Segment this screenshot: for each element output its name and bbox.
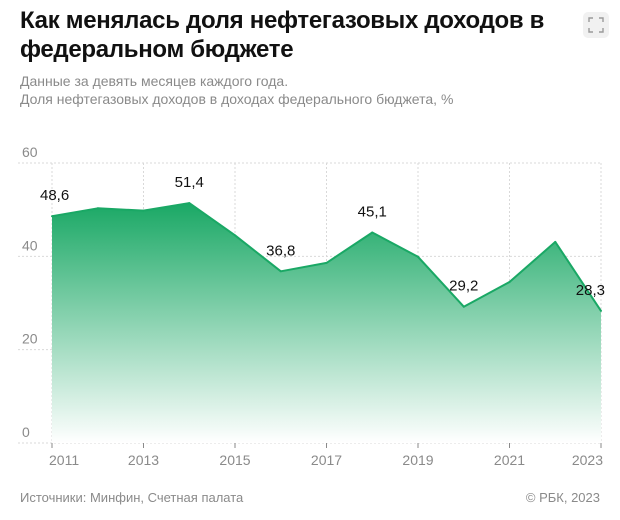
data-label-2011: 48,6: [40, 187, 69, 204]
y-tick-label: 60: [22, 144, 38, 160]
data-point-2018: [371, 231, 374, 234]
expand-icon: [588, 17, 604, 33]
expand-button[interactable]: [583, 12, 609, 38]
data-label-2014: 51,4: [175, 174, 204, 191]
data-point-2020: [462, 305, 465, 308]
data-labels: 48,6 51,4 36,8 45,1 29,2 28,3: [40, 174, 605, 299]
y-tick-label: 0: [22, 424, 30, 440]
data-point-2012: [96, 207, 99, 210]
data-point-2019: [417, 255, 419, 258]
y-axis-ticks: 0 20 40 60: [22, 144, 38, 440]
area-fill: [52, 203, 601, 443]
x-tick-label: 2015: [219, 452, 250, 468]
y-tick-label: 20: [22, 331, 38, 347]
chart-subtitle: Данные за девять месяцев каждого года. Д…: [20, 72, 453, 108]
sources-note: Источники: Минфин, Счетная палата: [20, 490, 244, 505]
data-label-2016: 36,8: [266, 242, 295, 259]
data-label-2023: 28,3: [576, 282, 605, 299]
data-point-2016: [279, 270, 282, 273]
x-tick-label: 2021: [494, 452, 525, 468]
x-tick-label: 2019: [402, 452, 433, 468]
data-point-2023: [600, 309, 602, 312]
y-tick-label: 40: [22, 237, 38, 253]
subtitle-line-1: Данные за девять месяцев каждого года.: [20, 73, 289, 89]
data-point-2011: [51, 215, 53, 218]
data-label-2018: 45,1: [358, 204, 387, 221]
chart-title: Как менялась доля нефтегазовых доходов в…: [20, 7, 545, 63]
subtitle-line-2: Доля нефтегазовых доходов в доходах феде…: [20, 91, 454, 107]
x-tick-label: 2017: [311, 452, 342, 468]
x-tick-label: 2011: [49, 452, 79, 468]
x-axis-ticks: 2011 2013 2015 2017 2019 2021 2023: [49, 443, 603, 468]
data-point-2022: [554, 240, 557, 243]
area-series: [51, 202, 602, 443]
copyright-note: © РБК, 2023: [525, 490, 600, 505]
data-point-2014: [188, 202, 191, 205]
data-label-2020: 29,2: [449, 278, 478, 295]
data-point-2013: [142, 209, 145, 212]
data-point-2021: [508, 281, 511, 283]
data-point-2015: [234, 234, 236, 237]
data-point-2017: [325, 261, 328, 264]
x-tick-label: 2023: [572, 452, 603, 468]
x-tick-label: 2013: [128, 452, 159, 468]
